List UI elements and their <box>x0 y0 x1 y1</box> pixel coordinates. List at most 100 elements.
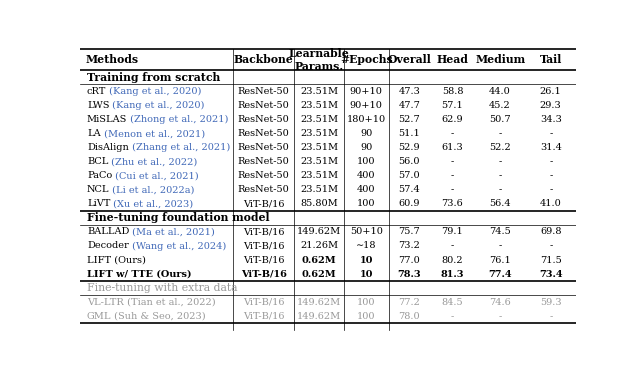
Text: 76.1: 76.1 <box>489 256 511 265</box>
Text: (Ma et al., 2021): (Ma et al., 2021) <box>129 227 215 237</box>
Text: 0.62M: 0.62M <box>301 270 337 279</box>
Text: DisAlign: DisAlign <box>87 143 129 152</box>
Text: (Suh & Seo, 2023): (Suh & Seo, 2023) <box>111 312 206 321</box>
Text: 100: 100 <box>357 199 376 208</box>
Text: (Zhu et al., 2022): (Zhu et al., 2022) <box>108 157 198 166</box>
Text: 77.2: 77.2 <box>399 298 420 307</box>
Text: -: - <box>549 241 552 250</box>
Text: 400: 400 <box>357 171 376 180</box>
Text: 400: 400 <box>357 185 376 194</box>
Text: (Wang et al., 2024): (Wang et al., 2024) <box>129 241 226 250</box>
Text: Fine-tuning foundation model: Fine-tuning foundation model <box>87 212 269 223</box>
Text: (Kang et al., 2020): (Kang et al., 2020) <box>106 87 202 96</box>
Text: 100: 100 <box>357 312 376 321</box>
Text: ViT-B/16: ViT-B/16 <box>243 312 284 321</box>
Text: -: - <box>499 241 502 250</box>
Text: 73.6: 73.6 <box>442 199 463 208</box>
Text: 75.7: 75.7 <box>399 227 420 237</box>
Text: ResNet-50: ResNet-50 <box>237 185 289 194</box>
Text: 41.0: 41.0 <box>540 199 561 208</box>
Text: 69.8: 69.8 <box>540 227 561 237</box>
Text: 59.3: 59.3 <box>540 298 561 307</box>
Text: 47.3: 47.3 <box>399 87 420 96</box>
Text: 149.62M: 149.62M <box>297 227 341 237</box>
Text: ViT-B/16: ViT-B/16 <box>243 298 284 307</box>
Text: 51.1: 51.1 <box>399 129 420 138</box>
Text: Overall: Overall <box>387 55 431 65</box>
Text: Decoder: Decoder <box>87 241 129 250</box>
Text: 90: 90 <box>360 143 372 152</box>
Text: 61.3: 61.3 <box>442 143 463 152</box>
Text: 26.1: 26.1 <box>540 87 561 96</box>
Text: (Menon et al., 2021): (Menon et al., 2021) <box>100 129 205 138</box>
Text: Fine-tuning with extra data: Fine-tuning with extra data <box>87 283 237 293</box>
Text: LIFT (Ours): LIFT (Ours) <box>87 256 146 265</box>
Text: 52.2: 52.2 <box>489 143 511 152</box>
Text: GML: GML <box>87 312 111 321</box>
Text: (Xu et al., 2023): (Xu et al., 2023) <box>110 199 193 208</box>
Text: -: - <box>451 185 454 194</box>
Text: 23.51M: 23.51M <box>300 171 338 180</box>
Text: 62.9: 62.9 <box>442 115 463 124</box>
Text: -: - <box>499 157 502 166</box>
Text: 74.6: 74.6 <box>489 298 511 307</box>
Text: ResNet-50: ResNet-50 <box>237 171 289 180</box>
Text: ResNet-50: ResNet-50 <box>237 143 289 152</box>
Text: 100: 100 <box>357 298 376 307</box>
Text: 73.4: 73.4 <box>539 270 563 279</box>
Text: 57.4: 57.4 <box>399 185 420 194</box>
Text: 31.4: 31.4 <box>540 143 562 152</box>
Text: ViT-B/16: ViT-B/16 <box>241 270 287 279</box>
Text: -: - <box>499 129 502 138</box>
Text: 10: 10 <box>360 270 373 279</box>
Text: -: - <box>451 157 454 166</box>
Text: 45.2: 45.2 <box>489 101 511 110</box>
Text: 100: 100 <box>357 157 376 166</box>
Text: NCL: NCL <box>87 185 109 194</box>
Text: -: - <box>499 185 502 194</box>
Text: 73.2: 73.2 <box>399 241 420 250</box>
Text: 50+10: 50+10 <box>349 227 383 237</box>
Text: ResNet-50: ResNet-50 <box>237 101 289 110</box>
Text: 78.3: 78.3 <box>397 270 421 279</box>
Text: LWS: LWS <box>87 101 109 110</box>
Text: 21.26M: 21.26M <box>300 241 338 250</box>
Text: 77.4: 77.4 <box>488 270 512 279</box>
Text: ResNet-50: ResNet-50 <box>237 87 289 96</box>
Text: Tail: Tail <box>540 55 562 65</box>
Text: 56.0: 56.0 <box>399 157 420 166</box>
Text: Learnable
Params.: Learnable Params. <box>289 47 349 72</box>
Text: (Tian et al., 2022): (Tian et al., 2022) <box>124 298 215 307</box>
Text: #Epochs: #Epochs <box>340 55 392 65</box>
Text: BALLAD: BALLAD <box>87 227 129 237</box>
Text: 52.9: 52.9 <box>399 143 420 152</box>
Text: 23.51M: 23.51M <box>300 87 338 96</box>
Text: Medium: Medium <box>475 55 525 65</box>
Text: 44.0: 44.0 <box>489 87 511 96</box>
Text: ViT-B/16: ViT-B/16 <box>243 256 284 265</box>
Text: 23.51M: 23.51M <box>300 115 338 124</box>
Text: 57.1: 57.1 <box>442 101 463 110</box>
Text: 79.1: 79.1 <box>442 227 463 237</box>
Text: 74.5: 74.5 <box>489 227 511 237</box>
Text: ViT-B/16: ViT-B/16 <box>243 227 284 237</box>
Text: -: - <box>549 157 552 166</box>
Text: MiSLAS: MiSLAS <box>87 115 127 124</box>
Text: (Zhong et al., 2021): (Zhong et al., 2021) <box>127 115 228 124</box>
Text: -: - <box>451 171 454 180</box>
Text: 52.7: 52.7 <box>399 115 420 124</box>
Text: VL-LTR: VL-LTR <box>87 298 124 307</box>
Text: -: - <box>499 312 502 321</box>
Text: ViT-B/16: ViT-B/16 <box>243 241 284 250</box>
Text: -: - <box>451 241 454 250</box>
Text: -: - <box>451 312 454 321</box>
Text: -: - <box>451 129 454 138</box>
Text: LIFT w/ TTE (Ours): LIFT w/ TTE (Ours) <box>87 270 191 279</box>
Text: ResNet-50: ResNet-50 <box>237 157 289 166</box>
Text: 71.5: 71.5 <box>540 256 561 265</box>
Text: ResNet-50: ResNet-50 <box>237 129 289 138</box>
Text: -: - <box>549 312 552 321</box>
Text: 149.62M: 149.62M <box>297 312 341 321</box>
Text: 47.7: 47.7 <box>399 101 420 110</box>
Text: 81.3: 81.3 <box>441 270 464 279</box>
